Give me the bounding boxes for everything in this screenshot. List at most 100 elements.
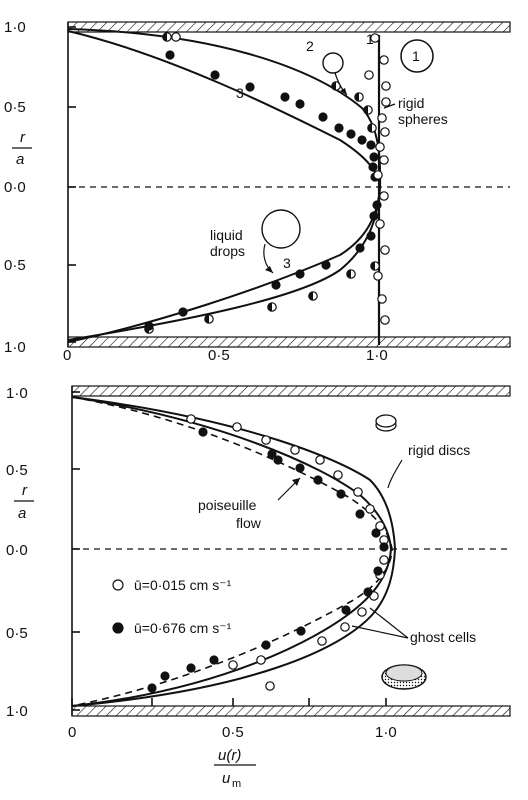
data-point-open <box>377 113 387 123</box>
y-tick-label: 1·0 <box>6 385 28 402</box>
legend-open-marker <box>112 579 124 591</box>
liquid-label: liquid <box>210 227 243 243</box>
data-point-open <box>375 142 385 152</box>
label-1: 1 <box>366 31 374 47</box>
data-point-filled <box>245 82 255 92</box>
data-point-filled <box>295 463 305 473</box>
drop-icon-large <box>261 209 301 249</box>
rigid-discs-curve <box>71 396 397 707</box>
data-point-open <box>357 607 367 617</box>
data-point-open <box>379 191 389 201</box>
y-tick-label: 1·0 <box>6 703 28 720</box>
data-point-open <box>364 70 374 80</box>
data-point-open <box>373 170 383 180</box>
data-point-open <box>380 127 390 137</box>
curve-3-lower <box>67 186 381 343</box>
data-point-filled <box>318 112 328 122</box>
rigid-discs-label: rigid discs <box>408 442 470 458</box>
data-point-filled <box>186 663 196 673</box>
legend-open-label: ū=0·015 cm s⁻¹ <box>134 577 232 593</box>
poiseuille-flow-label: flow <box>236 515 262 531</box>
data-point-open <box>186 414 196 424</box>
x-tick-label: 1·0 <box>375 724 397 741</box>
data-point-open <box>381 81 391 91</box>
data-point-filled <box>355 509 365 519</box>
x-label-sub: m <box>232 778 241 790</box>
data-point-open <box>365 504 375 514</box>
data-point-open <box>379 55 389 65</box>
data-point-filled <box>295 99 305 109</box>
x-tick-label: 0 <box>68 724 76 741</box>
data-point-open <box>375 219 385 229</box>
data-point-open <box>290 445 300 455</box>
sphere-icon <box>400 39 434 73</box>
y-ticks-bottom <box>72 391 80 711</box>
lower-wall-top-panel <box>67 336 511 348</box>
data-point-filled <box>261 640 271 650</box>
y-tick-label: 0·5 <box>6 462 28 479</box>
drop-icon-small <box>322 52 344 74</box>
x-tick-label: 0·5 <box>208 347 230 364</box>
data-point-filled <box>271 280 281 290</box>
x-label-den: u <box>222 770 231 787</box>
y-label-den-bottom: a <box>18 505 26 522</box>
data-point-open <box>377 294 387 304</box>
ghost-cells-label: ghost cells <box>410 629 476 645</box>
data-point-filled <box>165 50 175 60</box>
data-point-open <box>333 470 343 480</box>
label-1-circle: 1 <box>412 48 420 64</box>
data-point-open <box>171 32 181 42</box>
y-tick-label: 1·0 <box>4 19 26 36</box>
data-point-filled <box>160 671 170 681</box>
data-point-half-fill <box>162 32 167 42</box>
data-point-filled <box>296 626 306 636</box>
drops-label: drops <box>210 243 245 259</box>
x-label-num: u(r) <box>218 747 241 764</box>
data-point-filled <box>341 605 351 615</box>
top-markers <box>144 32 391 334</box>
data-point-open <box>375 521 385 531</box>
y-tick-label: 0·0 <box>6 542 28 559</box>
data-point-open <box>261 435 271 445</box>
spheres-label: spheres <box>398 111 448 127</box>
bottom-markers <box>147 414 389 693</box>
legend-filled-label: ū=0·676 cm s⁻¹ <box>134 620 232 636</box>
data-point-filled <box>373 566 383 576</box>
data-point-open <box>317 636 327 646</box>
y-tick-label: 0·5 <box>4 257 26 274</box>
data-point-filled <box>295 269 305 279</box>
data-point-filled <box>346 129 356 139</box>
data-point-filled <box>210 70 220 80</box>
data-point-open <box>380 245 390 255</box>
data-point-filled <box>366 140 376 150</box>
data-point-filled <box>313 475 323 485</box>
data-point-filled <box>144 321 154 331</box>
label-2: 2 <box>306 38 314 54</box>
data-point-filled <box>369 152 379 162</box>
lower-wall-bottom-panel <box>71 705 511 717</box>
data-point-open <box>232 422 242 432</box>
data-point-filled <box>334 123 344 133</box>
data-point-filled <box>336 489 346 499</box>
upper-wall-bottom-panel <box>71 385 511 397</box>
curve-2-lower <box>67 186 381 341</box>
data-point-open <box>379 555 389 565</box>
y-tick-label: 0·5 <box>4 99 26 116</box>
data-point-open <box>265 681 275 691</box>
y-label-num-bottom: r <box>22 482 28 499</box>
upper-wall-top-panel <box>67 21 511 33</box>
x-tick-label: 0 <box>63 347 71 364</box>
x-ticks-bottom <box>71 698 387 706</box>
x-tick-label: 1·0 <box>366 347 388 364</box>
data-point-open <box>228 660 238 670</box>
data-point-filled <box>363 587 373 597</box>
top-panel: 1·0 0·5 0·0 0·5 1·0 r a 0 0·5 1·0 <box>4 19 511 364</box>
rigid-label: rigid <box>398 95 424 111</box>
poiseuille-curve <box>71 396 393 707</box>
data-point-filled <box>209 655 219 665</box>
data-point-open <box>370 33 380 43</box>
data-point-filled <box>371 528 381 538</box>
data-point-filled <box>198 427 208 437</box>
data-point-filled <box>366 231 376 241</box>
